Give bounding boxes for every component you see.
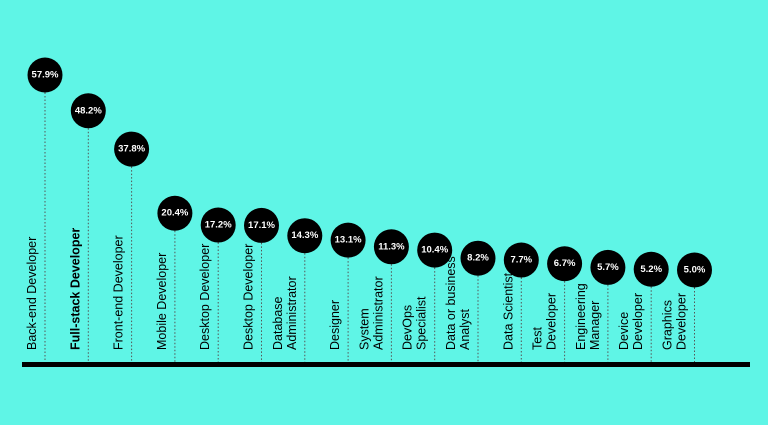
value-label-desktop-developer-5: 17.1%	[248, 220, 275, 231]
bubble-devops-specialist-9	[417, 232, 453, 268]
value-label-desktop-developer-4: 17.2%	[205, 220, 232, 231]
bubble-database-administrator-6	[287, 218, 323, 254]
category-label-test-developer-12: TestDeveloper	[531, 293, 559, 350]
category-label-data-scientist-11: Data Scientist	[501, 272, 515, 350]
category-label-mobile-developer-3: Mobile Developer	[155, 253, 169, 350]
bubble-data-scientist-11	[503, 242, 539, 278]
value-label-devops-specialist-9: 10.4%	[421, 245, 448, 256]
value-label-database-administrator-6: 14.3%	[291, 230, 318, 241]
value-label-engineering-manager-13: 5.7%	[597, 262, 619, 273]
category-label-database-administrator-6: DatabaseAdministrator	[271, 276, 299, 350]
bubble-full-stack-developer-1	[70, 93, 106, 129]
value-label-data-scientist-11: 7.7%	[510, 255, 532, 266]
value-label-system-administrator-8: 11.3%	[378, 241, 405, 252]
bubble-desktop-developer-4	[200, 207, 236, 243]
value-label-designer-7: 13.1%	[335, 235, 362, 246]
bubble-device-developer-14	[633, 251, 669, 287]
value-label-full-stack-developer-1: 48.2%	[75, 105, 102, 116]
bubbles-layer: 57.9% 48.2% 37.8% 20.4% 17.2% 17.1% 14.3% 13.1%…	[27, 57, 712, 288]
value-label-graphics-developer-15: 5.0%	[684, 265, 706, 276]
bubble-back-end-developer-0	[27, 57, 63, 93]
bubble-designer-7	[330, 222, 366, 258]
category-label-full-stack-developer-1: Full-stack Developer	[68, 228, 82, 350]
category-label-data-or-business-analyst-10: Data or businessAnalyst	[444, 256, 472, 350]
bubble-data-or-business-analyst-10	[460, 240, 496, 276]
baseline-bar	[22, 362, 750, 367]
category-label-graphics-developer-15: GraphicsDeveloper	[661, 293, 689, 350]
bubble-system-administrator-8	[373, 229, 409, 265]
bubble-graphics-developer-15	[677, 252, 712, 288]
value-label-back-end-developer-0: 57.9%	[32, 70, 59, 81]
bubble-engineering-manager-13	[590, 249, 626, 285]
bubble-desktop-developer-5	[244, 207, 279, 243]
category-label-engineering-manager-13: EngineeringManager	[574, 283, 602, 350]
category-label-device-developer-14: DeviceDeveloper	[617, 293, 645, 350]
category-label-devops-specialist-9: DevOpsSpecialist	[401, 296, 429, 350]
category-label-system-administrator-8: SystemAdministrator	[357, 276, 385, 350]
category-label-desktop-developer-5: Desktop Developer	[242, 244, 256, 350]
value-label-front-end-developer-2: 37.8%	[118, 144, 145, 155]
bubble-test-developer-12	[547, 246, 583, 282]
category-label-back-end-developer-0: Back-end Developer	[25, 237, 39, 350]
bubble-mobile-developer-3	[157, 195, 193, 231]
value-label-mobile-developer-3: 20.4%	[161, 208, 188, 219]
category-labels-layer: Back-end Developer Full-stack Developer Fr…	[25, 228, 689, 350]
value-label-device-developer-14: 5.2%	[640, 264, 662, 275]
category-label-desktop-developer-4: Desktop Developer	[198, 244, 212, 350]
category-label-designer-7: Designer	[328, 300, 342, 350]
value-label-data-or-business-analyst-10: 8.2%	[467, 253, 489, 264]
value-label-test-developer-12: 6.7%	[554, 258, 576, 269]
category-label-front-end-developer-2: Front-end Developer	[112, 235, 126, 350]
bubble-front-end-developer-2	[114, 131, 150, 167]
